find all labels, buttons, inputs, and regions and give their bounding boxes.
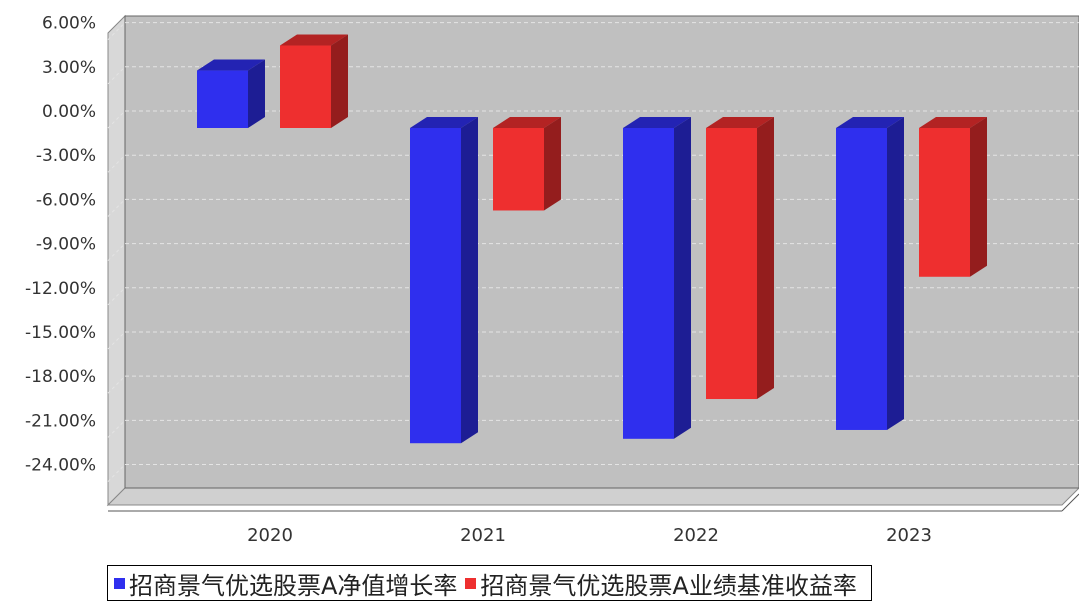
- bar-top: [197, 59, 265, 71]
- bar-benchmark-2022: [706, 117, 774, 400]
- bar-top: [493, 117, 561, 128]
- x-tick-label: 2020: [247, 525, 293, 546]
- legend: 招商景气优选股票A净值增长率 招商景气优选股票A业绩基准收益率: [107, 565, 872, 601]
- grid-line-side: [107, 22, 126, 40]
- bar-front: [706, 128, 757, 400]
- y-tick-label: -12.00%: [25, 279, 96, 299]
- bar-side: [674, 117, 691, 439]
- y-tick-label: -6.00%: [36, 190, 96, 210]
- bar-benchmark-2021: [493, 117, 561, 211]
- legend-label-benchmark: 招商景气优选股票A业绩基准收益率: [480, 571, 857, 600]
- grid-line-side: [107, 110, 126, 129]
- y-tick-label: -15.00%: [25, 323, 96, 343]
- bar-front: [197, 70, 248, 128]
- bar-side: [331, 34, 348, 128]
- bar-benchmark-2023: [919, 117, 987, 277]
- bar-side: [248, 59, 265, 128]
- legend-item-benchmark: 招商景气优选股票A业绩基准收益率: [465, 566, 857, 601]
- y-tick-label: 0.00%: [42, 102, 96, 122]
- bar-front: [919, 128, 970, 277]
- plot-floor: [106, 487, 1079, 506]
- plot-wall-left: [107, 14, 126, 507]
- bar-top: [919, 117, 987, 128]
- grid-line-side: [107, 199, 126, 217]
- x-tick-label: 2023: [886, 525, 932, 546]
- y-tick-label: -18.00%: [25, 367, 96, 387]
- x-axis: 2020 2021 2022 2023: [108, 493, 1079, 546]
- y-tick-label: 3.00%: [42, 58, 96, 78]
- grid-lines: [107, 22, 1079, 482]
- bar-benchmark-2020: [280, 34, 348, 128]
- bar-nav-growth-2022: [623, 117, 691, 439]
- bar-side: [887, 117, 904, 430]
- x-axis-line-depth: [1061, 493, 1079, 512]
- grid-line-side: [107, 243, 126, 261]
- y-tick-label: 6.00%: [42, 14, 96, 34]
- grid-line-side: [107, 419, 126, 438]
- bar-top: [623, 117, 691, 128]
- grid-line-side: [107, 375, 126, 394]
- legend-label-nav-growth: 招商景气优选股票A净值增长率: [129, 571, 458, 600]
- bar-side: [544, 117, 561, 211]
- bar-top: [836, 117, 904, 128]
- y-tick-label: -21.00%: [25, 411, 96, 431]
- grid-line-side: [107, 331, 126, 350]
- bars: [197, 34, 987, 444]
- bar-nav-growth-2020: [197, 59, 265, 128]
- bar-front: [280, 45, 331, 128]
- bar-top: [706, 117, 774, 128]
- bar-front: [623, 128, 674, 439]
- bar-front: [410, 128, 461, 444]
- legend-swatch-benchmark: [465, 577, 477, 589]
- y-tick-label: -3.00%: [36, 146, 96, 166]
- legend-swatch-nav-growth: [114, 577, 125, 589]
- bar-chart: 6.00% 3.00% 0.00% -3.00% -6.00% -9.00% -12.00%…: [25, 14, 1079, 546]
- y-tick-label: -24.00%: [25, 456, 96, 476]
- x-tick-label: 2022: [673, 525, 719, 546]
- bar-top: [410, 117, 478, 128]
- x-tick-label: 2021: [460, 525, 506, 546]
- bar-nav-growth-2023: [836, 117, 904, 430]
- bar-front: [493, 128, 544, 211]
- bar-nav-growth-2021: [410, 117, 478, 444]
- grid-line-side: [107, 66, 126, 85]
- bar-side: [757, 117, 774, 400]
- grid-line-side: [107, 464, 126, 482]
- bar-front: [836, 128, 887, 430]
- bar-side: [970, 117, 987, 277]
- bar-top: [280, 34, 348, 46]
- grid-line-side: [107, 287, 126, 306]
- legend-item-nav-growth: 招商景气优选股票A净值增长率: [114, 566, 457, 601]
- bar-side: [461, 117, 478, 444]
- y-axis: 6.00% 3.00% 0.00% -3.00% -6.00% -9.00% -12.00%…: [25, 14, 96, 476]
- y-tick-label: -9.00%: [36, 235, 96, 255]
- grid-line-side: [107, 154, 126, 173]
